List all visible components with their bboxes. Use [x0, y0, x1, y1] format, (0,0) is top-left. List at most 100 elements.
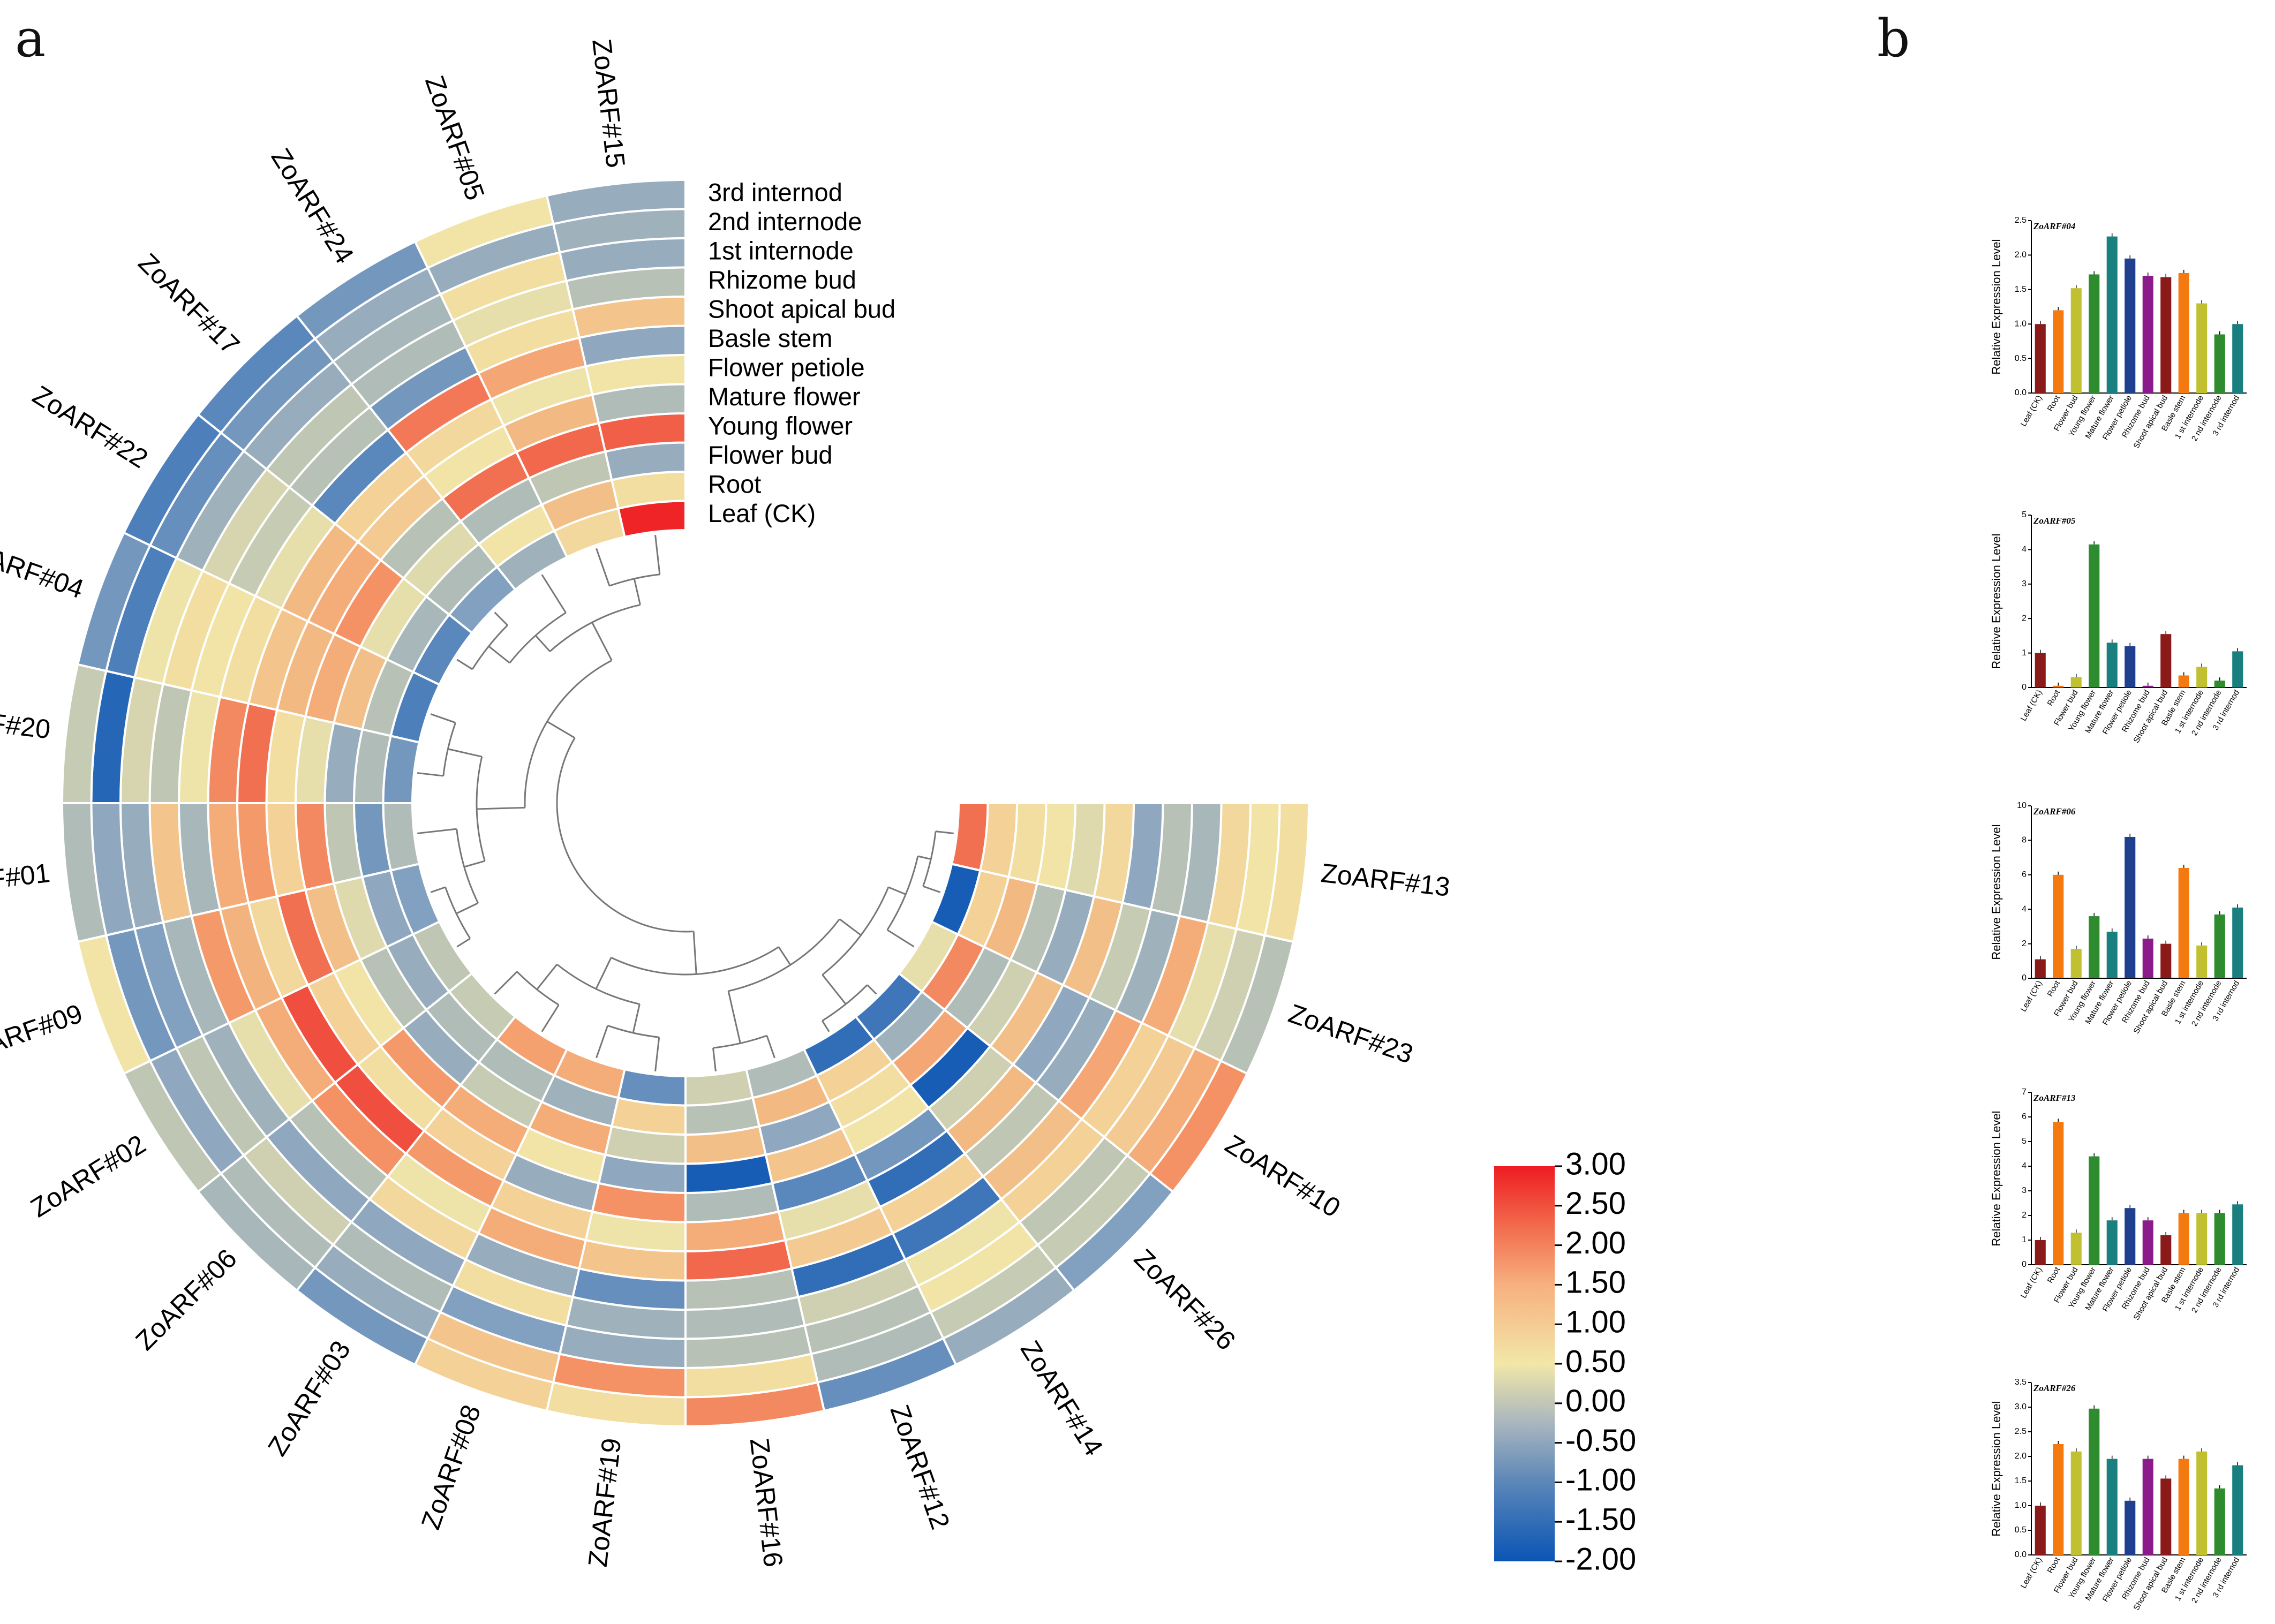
bar: [2089, 1408, 2100, 1555]
gene-label: ZoARF#20: [0, 700, 52, 745]
bar: [2214, 1213, 2225, 1265]
colorbar-tick-label: 3.00: [1565, 1146, 1626, 1181]
dendrogram-branch: [430, 713, 456, 724]
dendrogram-branch: [822, 974, 847, 1005]
colorbar-tick-label: 2.50: [1565, 1186, 1626, 1221]
dendrogram-arc: [713, 1034, 767, 1049]
y-tick-label: 3.5: [2015, 1378, 2027, 1387]
dendrogram-branch: [654, 535, 661, 575]
gene-label: ZoARF#05: [419, 72, 491, 204]
dendrogram-branch: [867, 984, 877, 995]
y-tick-label: 7: [2022, 1087, 2027, 1097]
heatmap-cell: [1148, 1059, 1249, 1194]
colorbar-tick-label: 0.50: [1565, 1344, 1626, 1379]
bar: [2053, 685, 2064, 688]
bar: [2035, 1240, 2046, 1265]
bar: [2035, 324, 2046, 393]
bar: [2232, 651, 2243, 688]
y-tick-label: 0.0: [2015, 388, 2027, 397]
y-tick-label: 1.5: [2015, 285, 2027, 294]
y-tick-label: 5: [2022, 1137, 2027, 1146]
tissue-label: Leaf (CK): [708, 499, 816, 527]
panel-label-b: b: [1877, 9, 1910, 69]
y-tick-label: 8: [2022, 836, 2027, 845]
dendrogram-branch: [488, 645, 510, 664]
dendrogram-arc: [445, 887, 471, 939]
bar: [2053, 310, 2064, 393]
bar: [2232, 1465, 2243, 1555]
bar: [2035, 653, 2046, 688]
dendrogram-arc: [609, 573, 660, 587]
x-tick-label: Root: [2046, 1265, 2062, 1285]
dendrogram-branch: [692, 931, 697, 975]
dendrogram-branch: [541, 574, 567, 614]
dendrogram-arc: [442, 722, 456, 776]
x-tick-label: Leaf (CK): [2019, 1555, 2044, 1590]
bar: [2125, 258, 2136, 393]
bar: [2070, 1233, 2082, 1265]
tissue-label: Mature flower: [708, 382, 861, 411]
heatmap-cell: [816, 1336, 958, 1412]
tissue-label: Shoot apical bud: [708, 295, 895, 323]
dendrogram-arc: [556, 737, 694, 933]
bar: [2160, 943, 2172, 978]
heatmap-cell: [61, 802, 108, 943]
gene-label: ZoARF#01: [0, 858, 51, 902]
y-tick-label: 6: [2022, 870, 2027, 879]
tissue-label: Young flower: [708, 412, 853, 440]
dendrogram-branch: [596, 548, 611, 586]
bar: [2089, 916, 2100, 978]
bar: [2178, 675, 2189, 688]
colorbar-gradient: [1494, 1166, 1555, 1561]
tissue-label: Basle stem: [708, 324, 832, 352]
bar: [2178, 273, 2189, 393]
tissue-label: Flower bud: [708, 441, 833, 469]
bar-chart: ZoARF#26 Relative Expression Level 0.0 0.5 1…: [1990, 1378, 2247, 1612]
x-tick-label: Root: [2046, 1555, 2062, 1575]
y-tick-label: 2.5: [2015, 1427, 2027, 1436]
bar: [2053, 1122, 2064, 1265]
bar: [2160, 277, 2172, 393]
bar: [2142, 938, 2153, 978]
colorbar-tick-label: 1.00: [1565, 1305, 1626, 1340]
x-tick-label: Leaf (CK): [2019, 394, 2044, 428]
dendrogram-branch: [417, 828, 457, 834]
y-tick-label: 0.5: [2015, 1525, 2027, 1535]
gene-label: ZoARF#24: [266, 143, 360, 269]
y-tick-label: 4: [2022, 904, 2027, 913]
bar: [2160, 1235, 2172, 1265]
dendrogram-arc: [471, 624, 508, 670]
bar-chart-title: ZoARF#05: [2033, 516, 2076, 526]
bar-chart: ZoARF#05 Relative Expression Level 0 1 2 3 4 5 L…: [1990, 510, 2247, 745]
x-tick-label: Leaf (CK): [2019, 1265, 2044, 1300]
bar-chart-title: ZoARF#04: [2033, 221, 2075, 231]
bar-chart-title: ZoARF#26: [2033, 1383, 2076, 1393]
dendrogram-branch: [456, 659, 473, 670]
dendrogram-branch: [430, 886, 446, 893]
y-axis-label: Relative Expression Level: [1990, 1111, 2003, 1246]
colorbar-tick-label: 0.00: [1565, 1384, 1626, 1418]
x-tick-label: Root: [2046, 394, 2062, 413]
gene-label: ZoARF#04: [0, 533, 88, 605]
bar: [2053, 874, 2064, 978]
bar: [2089, 544, 2100, 688]
gene-label: ZoARF#06: [130, 1243, 243, 1356]
dendrogram-branch: [477, 806, 525, 810]
dendrogram-branch: [632, 1004, 641, 1033]
dendrogram-branch: [494, 971, 518, 995]
y-axis-label: Relative Expression Level: [1990, 1401, 2003, 1536]
bar-chart: ZoARF#13 Relative Expression Level 0 1 2 3 4 5 6…: [1990, 1087, 2247, 1322]
bar: [2035, 1506, 2046, 1555]
colorbar-tick-label: -0.50: [1565, 1423, 1636, 1458]
dendrogram-branch: [822, 1020, 830, 1032]
bar-chart: ZoARF#06 Relative Expression Level 0 2 4 6 8 10…: [1990, 801, 2247, 1036]
dendrogram-branch: [595, 957, 612, 989]
y-axis-label: Relative Expression Level: [1990, 533, 2003, 669]
colorbar-tick-label: 1.50: [1565, 1265, 1626, 1300]
gene-label: ZoARF#19: [583, 1437, 627, 1569]
bar: [2106, 1459, 2118, 1555]
dendrogram-branch: [766, 1035, 775, 1059]
dendrogram-branch: [546, 721, 576, 739]
heatmap-cell: [76, 531, 152, 673]
